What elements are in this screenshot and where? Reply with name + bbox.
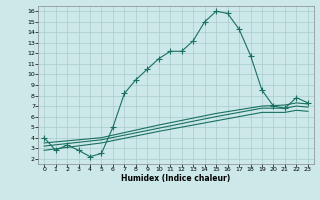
X-axis label: Humidex (Indice chaleur): Humidex (Indice chaleur): [121, 174, 231, 183]
